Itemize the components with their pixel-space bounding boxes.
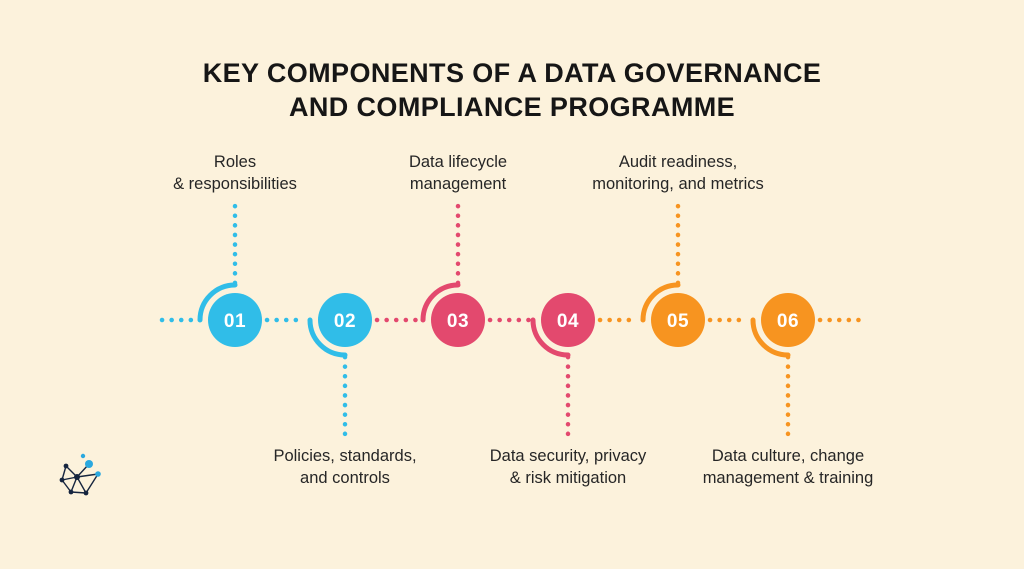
- arc-node-02: [307, 317, 348, 358]
- node-circle-04: [541, 293, 595, 347]
- page-title: KEY COMPONENTS OF A DATA GOVERNANCE AND …: [0, 56, 1024, 124]
- node-label-02-line1: Policies, standards,: [273, 447, 417, 465]
- swoosh-arcs: [197, 282, 791, 358]
- arc-node-06: [750, 317, 791, 358]
- node-label-03-line2: management: [409, 174, 507, 193]
- node-number-01: 01: [224, 311, 246, 332]
- node-circle-05: [651, 293, 705, 347]
- node-number-03: 03: [447, 311, 469, 332]
- logo-accent-nodes: [80, 453, 101, 477]
- node-circle-03: [431, 293, 485, 347]
- node-label-05-line2: monitoring, and metrics: [592, 174, 764, 193]
- arc-node-05: [640, 282, 681, 323]
- node-label-04-line1: Data security, privacy: [489, 447, 647, 465]
- node-label-01-line2: & responsibilities: [173, 174, 297, 193]
- node-label-01: Roles & responsibilities: [115, 152, 355, 195]
- node-circle-06: [761, 293, 815, 347]
- logo-links: [61, 463, 99, 494]
- node-label-06: Data culture, change management & traini…: [668, 446, 908, 489]
- node-number-02: 02: [334, 311, 356, 332]
- arc-node-01: [197, 282, 238, 323]
- page-title-line2: AND COMPLIANCE PROGRAMME: [288, 92, 736, 122]
- node-label-03: Data lifecycle management: [338, 152, 578, 195]
- node-label-05: Audit readiness, monitoring, and metrics: [558, 152, 798, 195]
- node-label-06-line2: management & training: [702, 468, 874, 487]
- node-number-04: 04: [557, 311, 579, 332]
- node-label-05-line1: Audit readiness,: [618, 153, 738, 171]
- arc-node-04: [530, 317, 571, 358]
- arc-node-03: [420, 282, 461, 323]
- node-label-04-line2: & risk mitigation: [509, 468, 627, 487]
- node-label-04: Data security, privacy & risk mitigation: [448, 446, 688, 489]
- node-label-06-line1: Data culture, change: [711, 447, 865, 465]
- network-logo-icon: [59, 453, 101, 496]
- node-label-02: Policies, standards, and controls: [225, 446, 465, 489]
- node-number-05: 05: [667, 311, 689, 332]
- node-circle-01: [208, 293, 262, 347]
- logo-nodes: [59, 463, 89, 496]
- node-label-03-line1: Data lifecycle: [408, 153, 508, 171]
- page-title-line1: KEY COMPONENTS OF A DATA GOVERNANCE: [202, 58, 822, 88]
- timeline-nodes: 01 02 03 04 05 06: [208, 293, 815, 347]
- node-number-06: 06: [777, 311, 799, 332]
- node-circle-02: [318, 293, 372, 347]
- node-label-01-line1: Roles: [213, 153, 257, 171]
- vertical-connectors: [232, 203, 791, 437]
- node-label-02-line2: and controls: [300, 468, 390, 487]
